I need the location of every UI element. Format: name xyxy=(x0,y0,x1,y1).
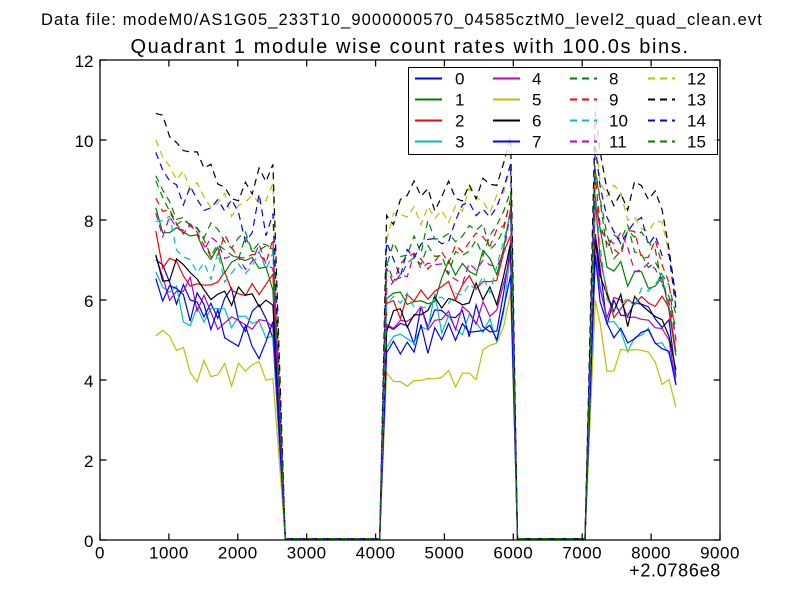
svg-text:3000: 3000 xyxy=(287,544,327,563)
svg-text:6000: 6000 xyxy=(493,544,533,563)
svg-text:5000: 5000 xyxy=(424,544,464,563)
svg-text:4: 4 xyxy=(532,70,541,89)
svg-text:Data file: modeM0/AS1G05_233T1: Data file: modeM0/AS1G05_233T10_90000005… xyxy=(41,11,763,29)
svg-text:8: 8 xyxy=(84,212,93,231)
svg-text:Quadrant 1 module wise count r: Quadrant 1 module wise count rates with … xyxy=(130,36,689,58)
svg-text:10: 10 xyxy=(75,132,94,151)
svg-text:12: 12 xyxy=(75,52,94,71)
svg-text:5: 5 xyxy=(532,91,541,110)
svg-text:2000: 2000 xyxy=(218,544,258,563)
svg-text:6: 6 xyxy=(532,112,541,131)
svg-text:8000: 8000 xyxy=(631,544,671,563)
svg-text:7: 7 xyxy=(532,133,541,152)
svg-text:6: 6 xyxy=(84,292,93,311)
svg-text:4: 4 xyxy=(84,372,93,391)
svg-text:11: 11 xyxy=(609,133,627,152)
svg-text:15: 15 xyxy=(687,133,706,152)
svg-text:4000: 4000 xyxy=(356,544,396,563)
svg-text:2: 2 xyxy=(455,112,464,131)
svg-text:0: 0 xyxy=(455,70,464,89)
svg-text:8: 8 xyxy=(609,70,618,89)
svg-text:1000: 1000 xyxy=(149,544,189,563)
svg-text:14: 14 xyxy=(687,112,706,131)
svg-text:+2.0786e8: +2.0786e8 xyxy=(629,561,721,581)
svg-text:3: 3 xyxy=(455,133,464,152)
svg-text:9000: 9000 xyxy=(700,544,740,563)
svg-text:1: 1 xyxy=(455,91,464,110)
svg-text:0: 0 xyxy=(95,544,105,563)
svg-text:7000: 7000 xyxy=(562,544,602,563)
svg-text:12: 12 xyxy=(687,70,706,89)
svg-text:9: 9 xyxy=(609,91,618,110)
svg-text:10: 10 xyxy=(609,112,628,131)
svg-text:2: 2 xyxy=(84,452,93,471)
svg-text:13: 13 xyxy=(687,91,706,110)
svg-text:0: 0 xyxy=(84,532,93,551)
